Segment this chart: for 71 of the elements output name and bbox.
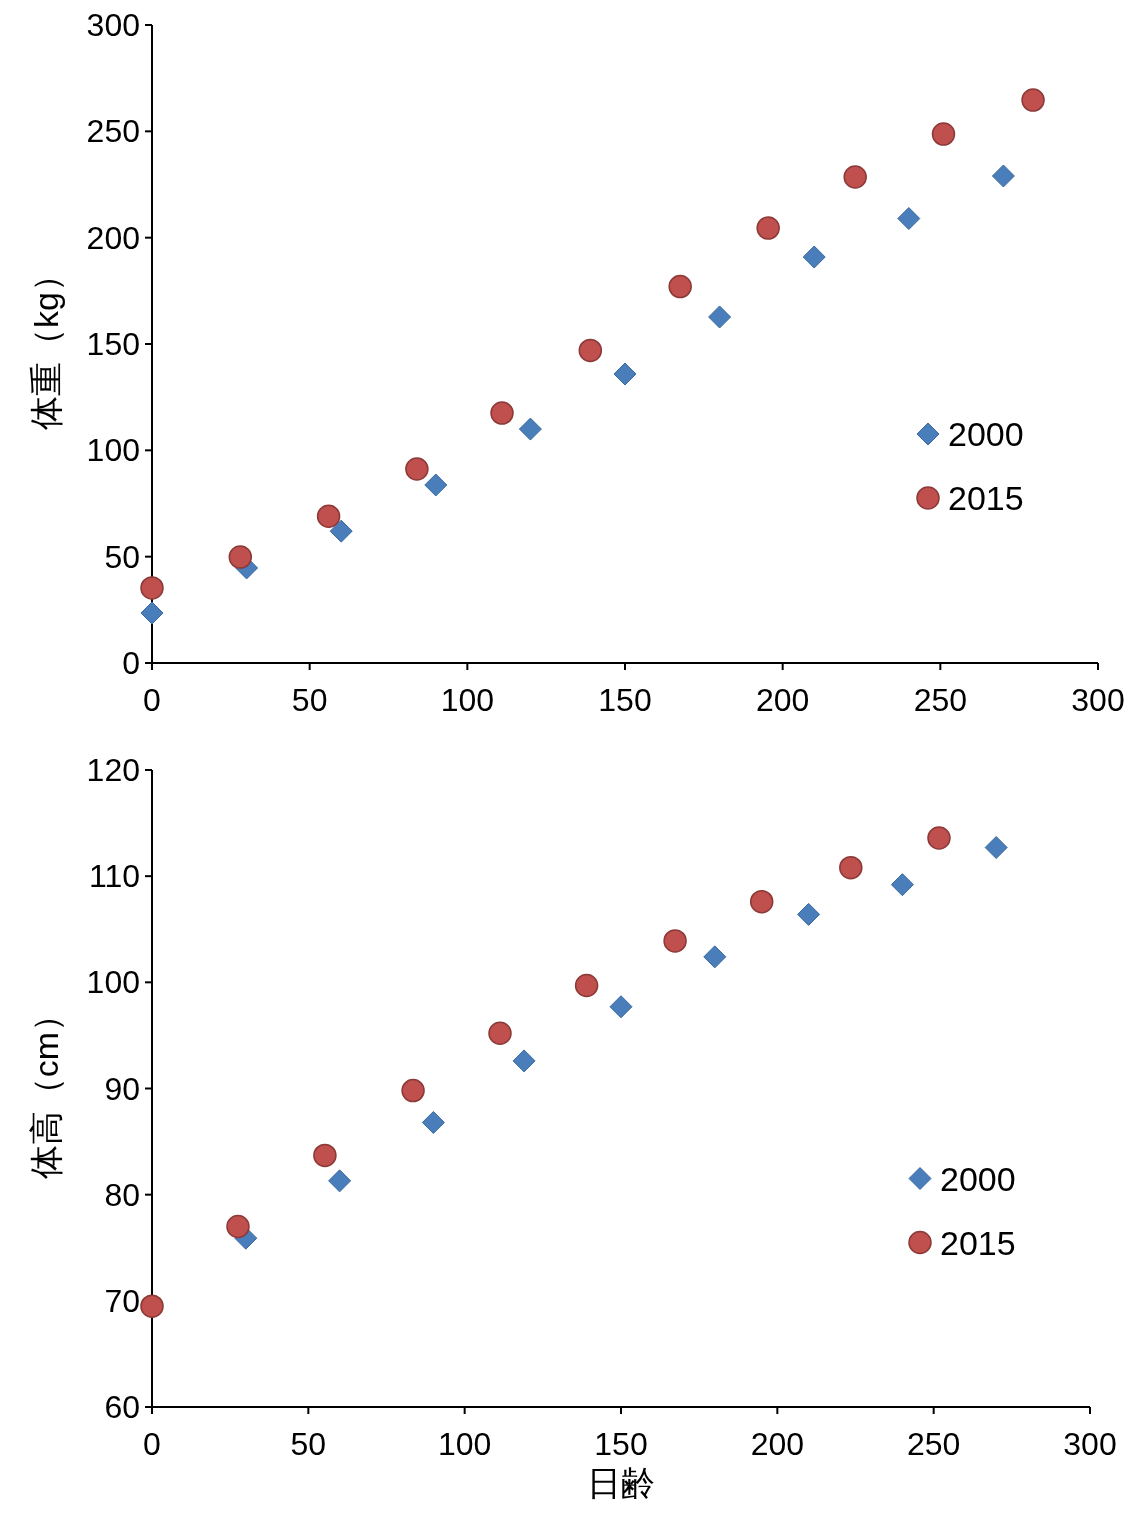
point [703, 945, 727, 969]
point [839, 855, 863, 880]
y-tick-label: 120 [86, 752, 140, 788]
point [663, 929, 687, 953]
point [708, 305, 732, 329]
y-tick-label: 100 [86, 432, 140, 469]
point [140, 1294, 164, 1318]
y-tick-label: 110 [88, 858, 140, 895]
point [609, 995, 633, 1019]
x-tick-label: 150 [594, 1426, 648, 1462]
point [802, 245, 826, 269]
point [749, 889, 774, 914]
legend-label: 2000 [940, 1159, 1016, 1198]
y-tick-label: 200 [86, 219, 140, 256]
point [329, 519, 353, 543]
y-tick-label: 80 [104, 1176, 140, 1213]
legend-label: 2015 [948, 479, 1024, 517]
point [843, 165, 867, 189]
x-tick-label: 150 [598, 682, 652, 718]
point [313, 1143, 337, 1168]
point [613, 362, 637, 386]
point [401, 1078, 425, 1103]
x-tick-label: 250 [906, 1426, 961, 1462]
x-tick-label: 200 [750, 1426, 805, 1462]
y-tick-label: 90 [104, 1070, 140, 1107]
point [328, 1169, 352, 1193]
point [897, 207, 921, 231]
point [518, 417, 542, 441]
y-tick-label: 60 [104, 1389, 140, 1425]
y-tick-label: 0 [122, 645, 140, 681]
point [490, 401, 514, 425]
point [927, 826, 951, 850]
point [756, 216, 780, 240]
y-tick-label: 300 [86, 7, 140, 43]
point [512, 1049, 536, 1073]
x-tick-label: 200 [755, 682, 810, 718]
point [890, 873, 914, 897]
legend-label: 2000 [948, 415, 1024, 453]
x-tick-label: 50 [290, 1426, 327, 1462]
legend-label: 2015 [940, 1223, 1016, 1262]
point [574, 973, 599, 998]
point [488, 1021, 512, 1046]
point [991, 164, 1015, 188]
y-axis-title: 体高（cm） [27, 997, 65, 1180]
y-tick-label: 250 [86, 113, 140, 150]
point [228, 545, 253, 569]
point [421, 1110, 445, 1134]
y-tick-label: 50 [104, 538, 140, 575]
point [424, 473, 448, 497]
y-tick-label: 150 [86, 326, 140, 362]
y-tick-label: 100 [86, 964, 140, 1001]
x-tick-label: 100 [437, 1426, 492, 1462]
x-tick-label: 50 [291, 682, 328, 718]
x-tick-label: 300 [1063, 1426, 1117, 1462]
y-tick-label: 70 [104, 1282, 140, 1319]
point [140, 576, 164, 600]
point [931, 122, 956, 146]
point [578, 338, 603, 363]
point [405, 457, 429, 481]
y-axis-title: 体重（kg） [27, 258, 65, 430]
point [668, 274, 692, 299]
x-axis-title: 日齢 [587, 1464, 655, 1502]
x-tick-label: 250 [913, 682, 968, 718]
point [316, 504, 341, 529]
point [1021, 88, 1045, 112]
x-tick-label: 300 [1071, 682, 1125, 718]
point [984, 836, 1008, 859]
point [226, 1214, 250, 1239]
point [140, 601, 164, 625]
point [797, 902, 821, 926]
x-tick-label: 100 [440, 682, 495, 718]
